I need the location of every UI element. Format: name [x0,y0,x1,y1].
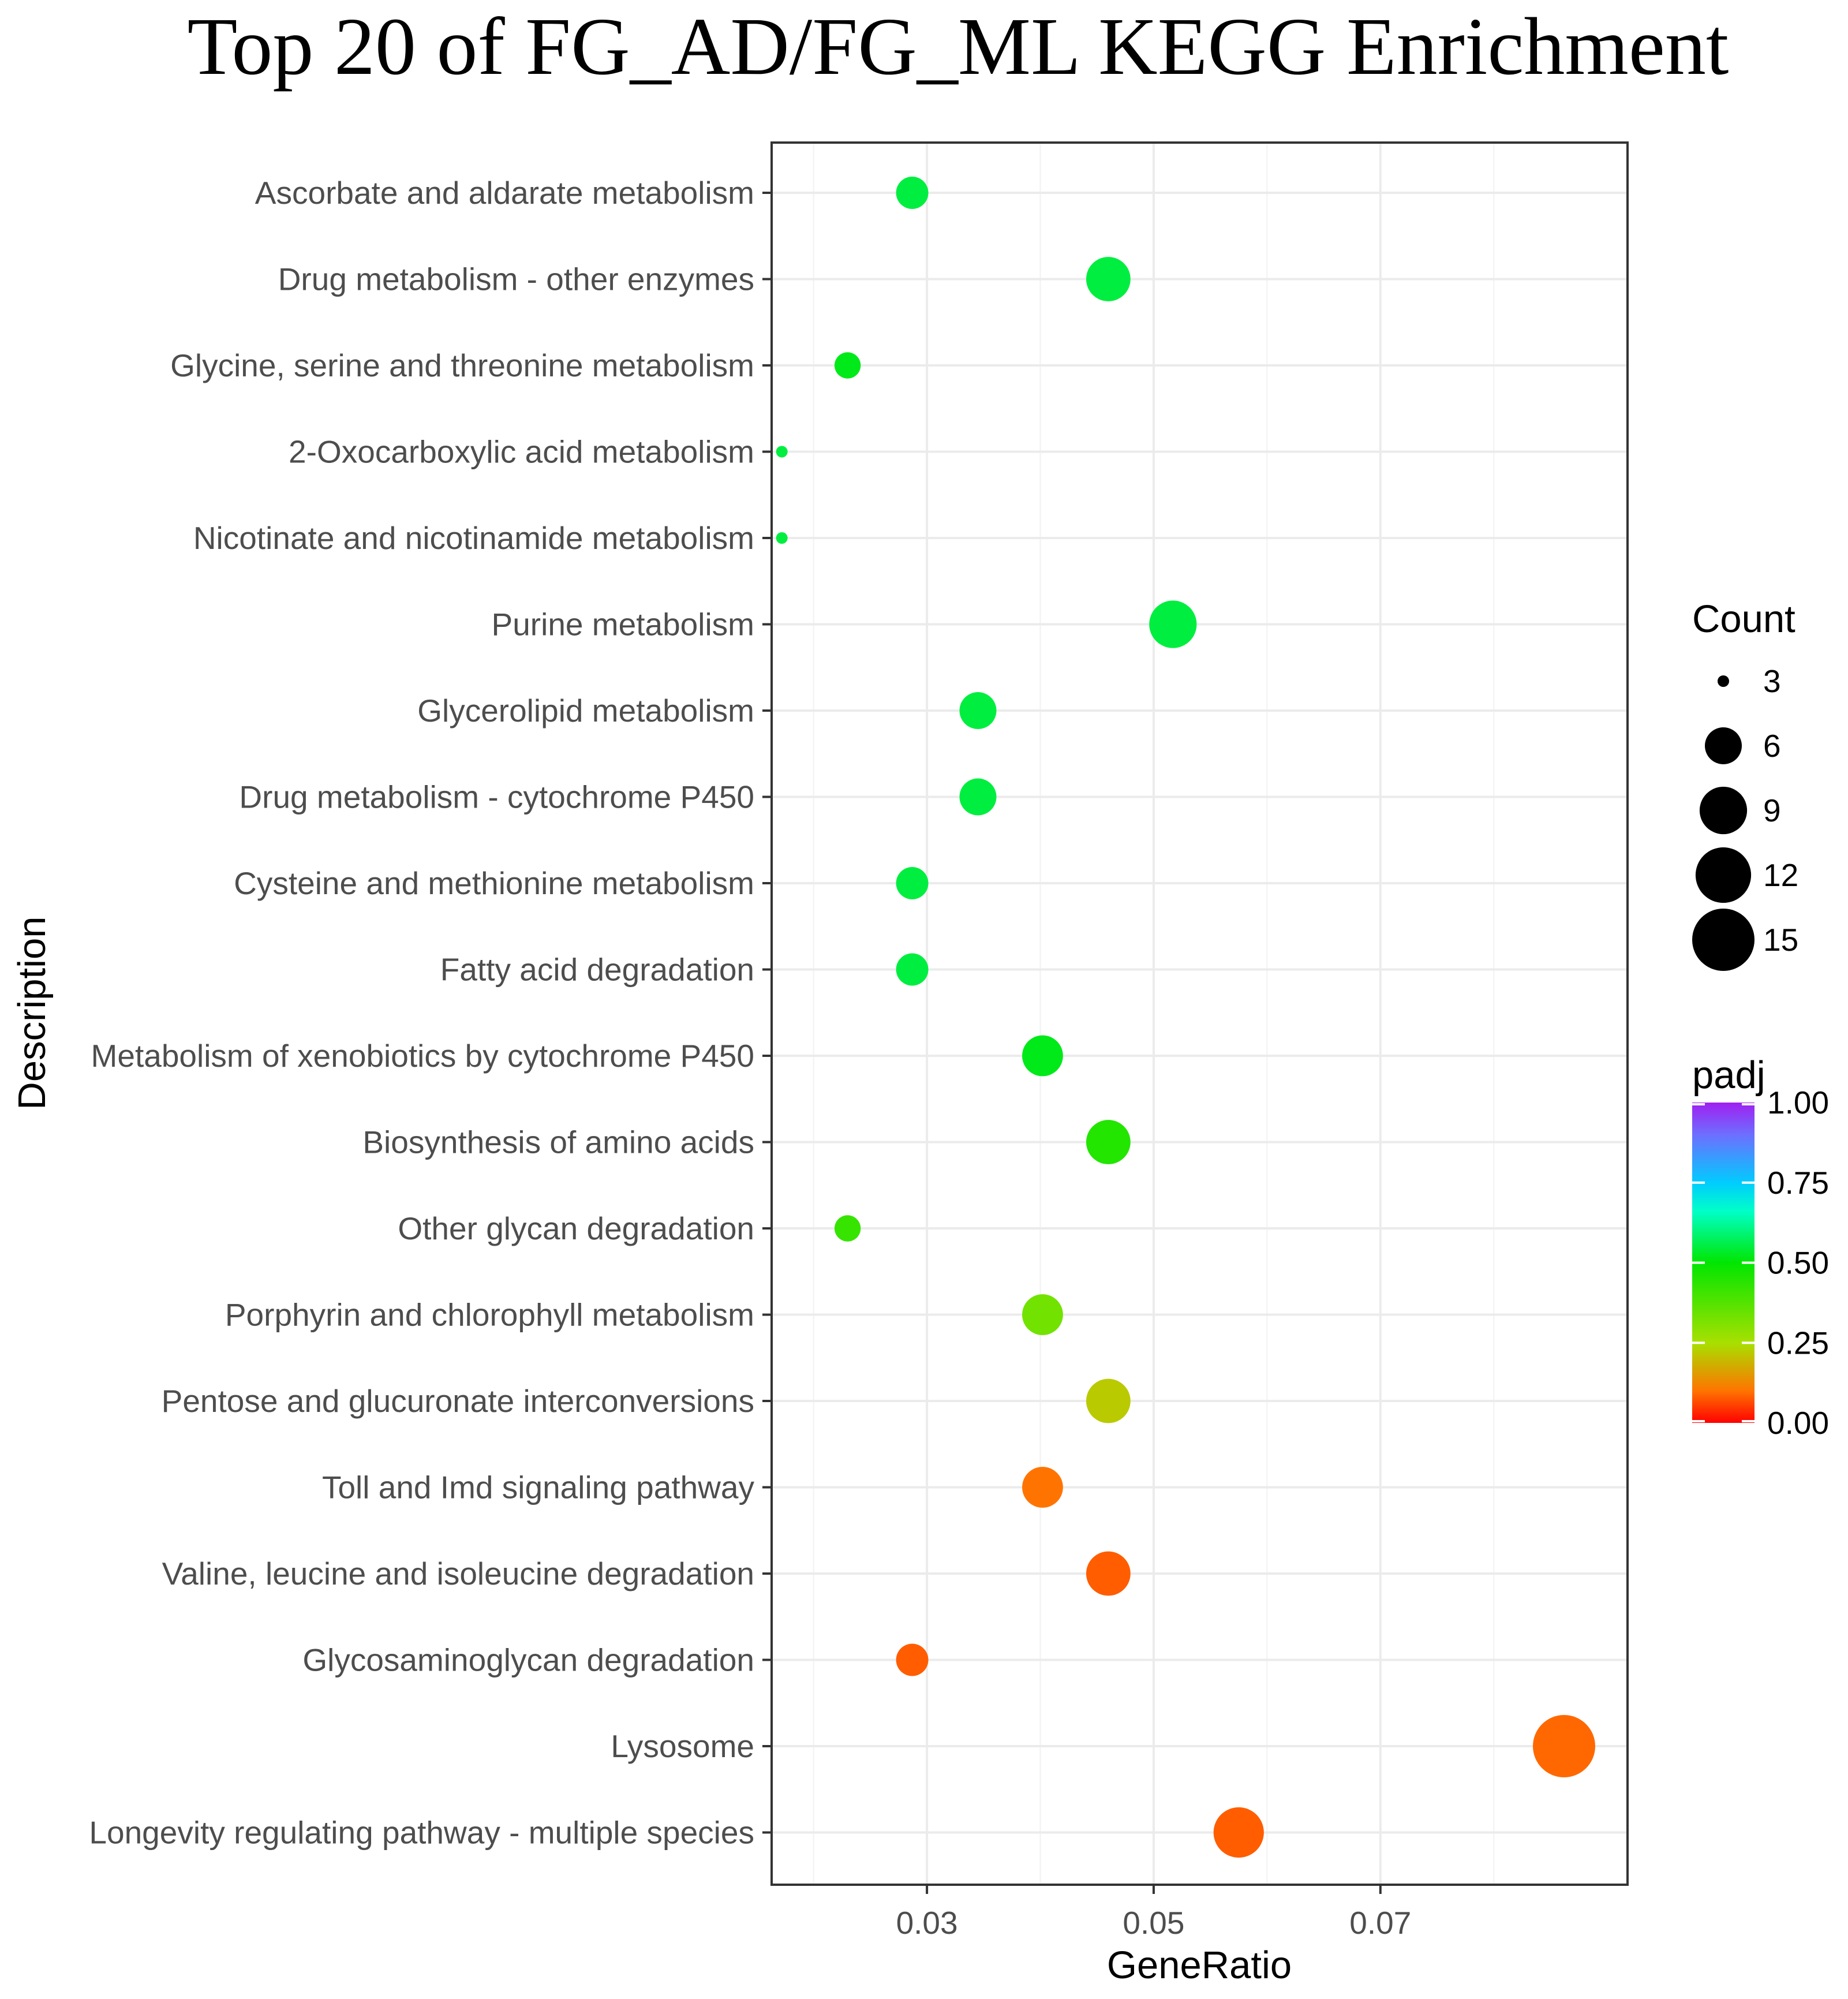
category-label: Other glycan degradation [398,1210,754,1246]
category-label: Glycine, serine and threonine metabolism [170,348,754,383]
count-legend: 3 6 9 12 15 [1692,663,1798,971]
category-label: Drug metabolism - cytochrome P450 [239,779,754,815]
category-label: Purine metabolism [492,607,754,642]
x-axis-title: GeneRatio [1107,1944,1292,1987]
plot-panel [772,143,1628,1885]
category-label: Porphyrin and chlorophyll metabolism [225,1297,754,1333]
grid-lines [772,143,1628,1885]
count-legend-key [1705,727,1742,764]
padj-legend-label: 1.00 [1767,1085,1829,1120]
padj-legend: 0.00 0.25 0.50 0.75 1.00 [1692,1085,1829,1441]
data-point [1533,1715,1595,1777]
data-point [896,177,929,209]
x-tick-label: 0.07 [1349,1905,1411,1941]
data-point [959,778,997,816]
padj-legend-title: padj [1692,1053,1765,1097]
category-label: Toll and Imd signaling pathway [322,1470,755,1505]
category-label: 2-Oxocarboxylic acid metabolism [289,434,754,470]
data-point [1022,1035,1063,1077]
category-label: Drug metabolism - other enzymes [278,261,754,297]
data-point [896,867,929,899]
category-label: Glycerolipid metabolism [417,693,754,728]
data-point [1149,600,1197,648]
count-legend-label: 15 [1763,922,1798,958]
data-point [896,953,929,986]
category-label: Valine, leucine and isoleucine degradati… [162,1556,754,1591]
data-point [834,352,861,379]
count-legend-title: Count [1692,597,1795,641]
category-label: Biosynthesis of amino acids [362,1124,754,1160]
count-legend-label: 9 [1763,793,1781,828]
category-label: Metabolism of xenobiotics by cytochrome … [91,1038,754,1074]
chart-title: Top 20 of FG_AD/FG_ML KEGG Enrichment [188,1,1729,92]
count-legend-key [1692,909,1755,971]
count-legend-key [1699,786,1748,835]
padj-legend-label: 0.00 [1767,1405,1829,1441]
category-label: Pentose and glucuronate interconversions [162,1383,754,1419]
category-label: Cysteine and methionine metabolism [234,865,754,901]
data-point [1086,1378,1131,1423]
y-axis-title: Description [10,916,54,1109]
x-axis-ticks: 0.03 0.05 0.07 [896,1885,1411,1941]
x-tick-label: 0.03 [896,1905,958,1941]
data-points [776,177,1595,1858]
count-legend-key [1718,675,1729,687]
data-point [776,446,788,458]
category-label: Fatty acid degradation [440,952,754,988]
data-point [1213,1807,1264,1858]
count-legend-key [1695,847,1752,903]
category-label: Ascorbate and aldarate metabolism [255,175,754,211]
data-point [1086,1551,1131,1596]
data-point [776,532,788,544]
count-legend-label: 3 [1763,663,1781,699]
y-axis-ticks: Ascorbate and aldarate metabolism Drug me… [89,175,772,1851]
category-label: Longevity regulating pathway - multiple … [89,1815,754,1851]
category-label: Nicotinate and nicotinamide metabolism [193,520,754,556]
data-point [1022,1294,1063,1335]
count-legend-label: 6 [1763,728,1781,764]
data-point [1086,1120,1131,1164]
plot-border [770,141,1629,1886]
x-tick-label: 0.05 [1123,1905,1184,1941]
data-point [1022,1467,1063,1508]
data-point [1086,257,1131,301]
count-legend-label: 12 [1763,857,1798,893]
data-point [896,1643,929,1676]
category-label: Glycosaminoglycan degradation [302,1642,754,1678]
data-point [834,1215,861,1242]
data-point [959,692,997,729]
padj-legend-label: 0.75 [1767,1165,1829,1201]
category-label: Lysosome [611,1728,754,1764]
padj-legend-label: 0.25 [1767,1325,1829,1361]
padj-legend-label: 0.50 [1767,1245,1829,1281]
